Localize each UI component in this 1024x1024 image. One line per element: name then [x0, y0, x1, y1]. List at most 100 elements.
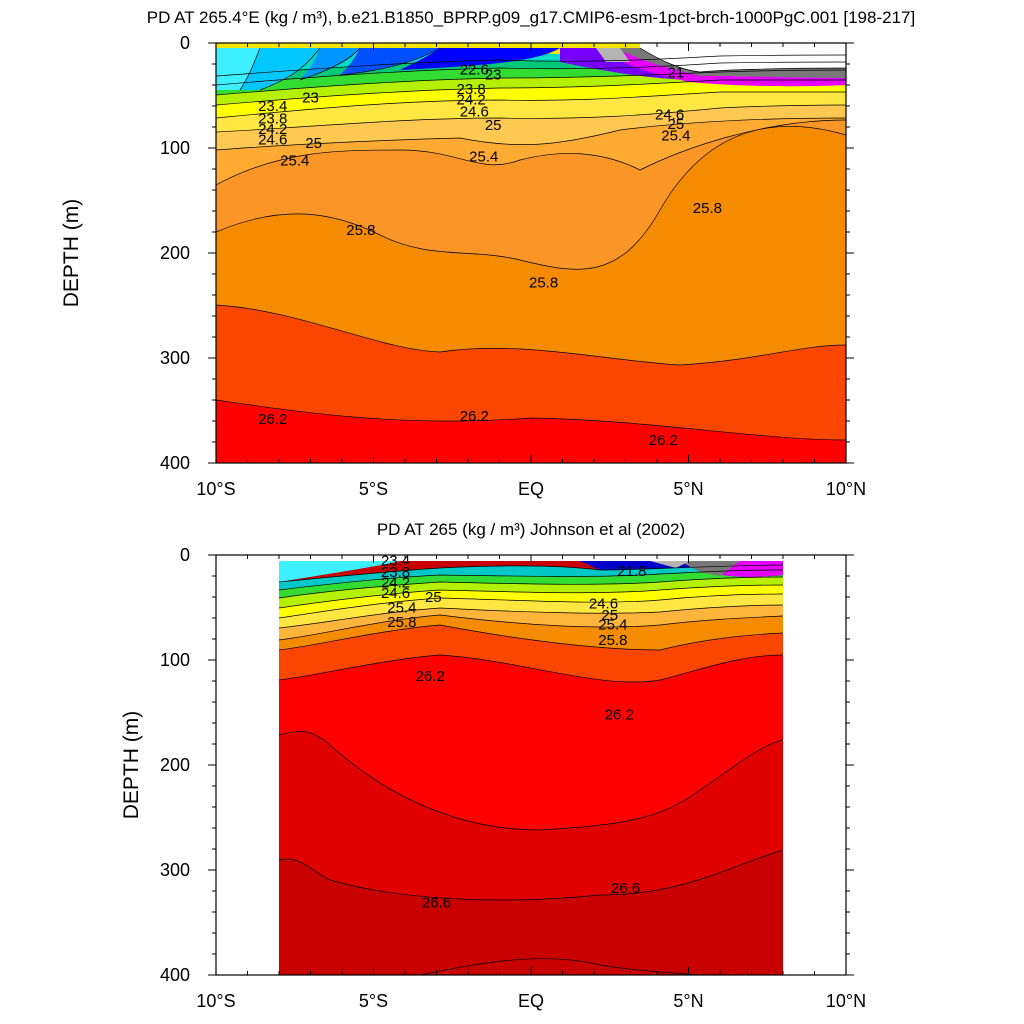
top-contour-label: 25.8 [693, 200, 722, 217]
top-x-tick-label: 10°N [826, 479, 866, 499]
top-contour-lines [216, 47, 846, 441]
top-contour-label: 25 [305, 135, 322, 152]
bottom-y-tick-label: 100 [160, 650, 190, 670]
top-surface-blue [300, 48, 360, 80]
top-contour-label: 23 [485, 67, 502, 84]
bottom-contour-label: 24.6 [589, 595, 618, 612]
top-contour-label: 26.2 [460, 408, 489, 425]
bottom-x-tick-label: 5°N [673, 991, 703, 1011]
top-band-25-4 [216, 120, 846, 270]
top-contour-label: 26.2 [649, 432, 678, 449]
top-contour-label: 24.6 [460, 103, 489, 120]
top-contour-label: 25.8 [529, 274, 558, 291]
top-contour-label: 23.8 [457, 81, 486, 98]
top-ylabel: DEPTH (m) [60, 199, 83, 308]
top-surface-navy [400, 48, 560, 70]
top-y-tick-label: 200 [160, 243, 190, 263]
top-contour-label: 23 [302, 90, 319, 107]
bottom-y-tick-label: 200 [160, 755, 190, 775]
top-contour-label: 25.4 [469, 148, 498, 165]
bottom-contour-label: 25 [601, 607, 618, 624]
bottom-band-25-4 [279, 605, 783, 640]
bottom-missing-right [783, 555, 846, 975]
bottom-contour-label: 26.6 [611, 880, 640, 897]
top-contour-fill [216, 43, 846, 463]
top-contour-label: 22.6 [460, 61, 489, 78]
bottom-surface-lightgray [650, 561, 690, 568]
bottom-contour-label: 25 [425, 589, 442, 606]
bottom-contour-label: 24.2 [381, 574, 410, 591]
top-contour-label: 23.4 [258, 98, 287, 115]
bottom-band-23-4 [279, 565, 783, 590]
bottom-x-tick-label: 10°N [826, 991, 866, 1011]
bottom-contour-label: 24.6 [381, 585, 410, 602]
top-contour-label: 24.6 [258, 132, 287, 149]
top-y-tick-label: 0 [180, 33, 190, 53]
bottom-band-25-0 [279, 594, 783, 628]
bottom-x-tick-label: 5°S [359, 991, 388, 1011]
top-chart-title: PD AT 265.4°E (kg / m³), b.e21.B1850_BPR… [147, 8, 915, 27]
bottom-band-26-2 [279, 655, 783, 830]
bottom-contour-label: 25.8 [387, 614, 416, 631]
top-x-tick-label: 10°S [196, 479, 235, 499]
bottom-x-tick-label: 10°S [196, 991, 235, 1011]
top-band-25-0 [216, 105, 846, 150]
bottom-band-23-8 [279, 570, 783, 598]
top-contour-label: 26.2 [258, 411, 287, 428]
bottom-panel: PD AT 265 (kg / m³) Johnson et al (2002) [120, 520, 866, 1011]
bottom-band-26-4 [279, 731, 783, 900]
bottom-y-tick-label: 0 [180, 545, 190, 565]
bottom-surface-gray [680, 561, 740, 576]
bottom-contour-label: 25.4 [598, 616, 627, 633]
bottom-contour-label: 21.8 [617, 563, 646, 580]
top-surface-lightblue [240, 48, 320, 90]
bottom-band-26-6 [279, 850, 783, 975]
bottom-chart-title: PD AT 265 (kg / m³) Johnson et al (2002) [377, 520, 685, 539]
bottom-contour-lines [278, 564, 784, 975]
bottom-contour-fill [216, 555, 846, 975]
top-y-tick-label: 400 [160, 453, 190, 473]
top-contour-label: 25 [485, 117, 502, 134]
top-x-tick-label: EQ [518, 479, 544, 499]
top-band-26-0-orange [216, 305, 846, 440]
bottom-contour-labels: 23.423.824.224.6 2525.425.821.824.62525.4… [381, 552, 646, 911]
bottom-y-tick-label: 300 [160, 860, 190, 880]
top-band-24-2 [216, 80, 846, 118]
bottom-contour-label: 25.8 [598, 632, 627, 649]
top-contour-label: 25.4 [661, 127, 690, 144]
bottom-axis-ticks: 10°S 5°S EQ 5°N 10°N 0 100 200 300 400 [160, 545, 866, 1011]
top-panel: PD AT 265.4°E (kg / m³), b.e21.B1850_BPR… [60, 8, 915, 499]
bottom-contour-label: 23.4 [381, 552, 410, 569]
bottom-surface-cyan [279, 561, 400, 582]
top-contour-label: 25.4 [280, 153, 309, 170]
top-contour-label: 24.2 [258, 121, 287, 138]
bottom-contour-label: 25.4 [387, 600, 416, 617]
top-contour-label: 25 [668, 116, 685, 133]
top-axis-ticks: 10°S 5°S EQ 5°N 10°N 0 100 200 300 400 [160, 33, 866, 499]
bottom-contour-label: 26.2 [416, 668, 445, 685]
top-band-25-8 [216, 126, 846, 365]
bottom-x-tick-label: EQ [518, 991, 544, 1011]
top-contour-label: 21 [668, 64, 685, 81]
bottom-surface-magenta [600, 561, 783, 577]
bottom-band-24-6 [279, 585, 783, 618]
top-contour-label: 25.8 [346, 222, 375, 239]
top-surface-lightgray [596, 48, 630, 62]
top-x-tick-label: 5°S [359, 479, 388, 499]
top-contour-label: 24.2 [457, 92, 486, 109]
top-y-tick-label: 300 [160, 348, 190, 368]
bottom-ylabel: DEPTH (m) [120, 711, 143, 820]
bottom-contour-label: 26.6 [422, 895, 451, 912]
bottom-band-26-0 [279, 625, 783, 683]
top-band-25-2 [216, 118, 846, 185]
bottom-missing-left [216, 555, 279, 975]
bottom-contour-label: 26.2 [605, 707, 634, 724]
bottom-contour-label: 23.8 [381, 564, 410, 581]
bottom-band-25-8 [279, 615, 783, 650]
top-contour-label: 23.8 [258, 111, 287, 128]
top-surface-cyan [216, 48, 260, 90]
top-contour-label: 24.6 [655, 106, 684, 123]
top-surface-darkblue [340, 48, 440, 75]
